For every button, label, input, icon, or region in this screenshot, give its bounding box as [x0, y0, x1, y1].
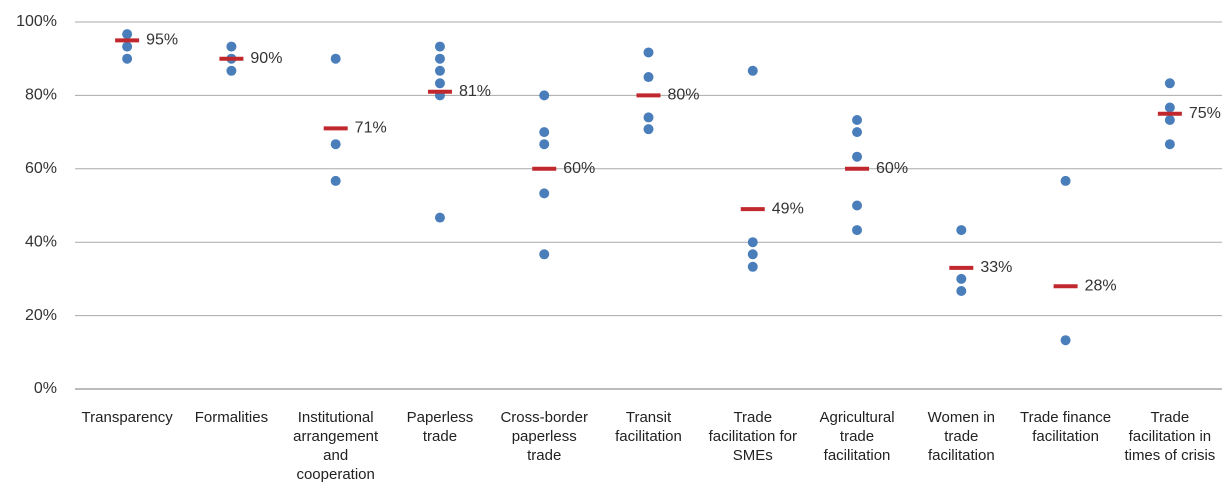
y-tick-label: 60%: [25, 160, 57, 177]
dot: [434, 212, 445, 223]
x-tick-label: Paperless trade: [406, 409, 474, 445]
dot: [852, 151, 863, 162]
average-label: 90%: [250, 50, 282, 67]
dot: [122, 29, 133, 40]
dot: [122, 53, 133, 64]
average-label: 49%: [772, 200, 804, 217]
dot: [1164, 114, 1175, 125]
dot: [226, 41, 237, 52]
dot: [1164, 78, 1175, 89]
dot: [956, 273, 967, 284]
y-tick-label: 40%: [25, 233, 57, 250]
dot: [434, 78, 445, 89]
dot: [434, 53, 445, 64]
x-tick-label: Trade facilitation in times of crisis: [1124, 409, 1216, 464]
dot: [852, 114, 863, 125]
average-label: 28%: [1085, 277, 1117, 294]
y-tick-label: 80%: [25, 87, 57, 104]
average-label: 81%: [459, 83, 491, 100]
average-label: 60%: [876, 160, 908, 177]
dot: [434, 65, 445, 76]
dot: [539, 139, 550, 150]
dot: [330, 175, 341, 186]
average-label: 95%: [146, 32, 178, 49]
x-tick-label: Institutional arrangement and cooperatio…: [293, 409, 379, 483]
dot: [122, 41, 133, 52]
x-tick-label: Cross-border paperless trade: [500, 409, 588, 464]
dot: [643, 124, 654, 135]
dot: [956, 286, 967, 297]
dot: [1164, 102, 1175, 113]
dot: [1164, 139, 1175, 150]
dot: [330, 139, 341, 150]
average-label: 60%: [563, 160, 595, 177]
average-label: 33%: [980, 259, 1012, 276]
dot: [643, 112, 654, 123]
y-tick-label: 0%: [34, 380, 57, 397]
dot: [747, 237, 758, 248]
x-tick-label: Trade facilitation for SMEs: [708, 409, 797, 464]
dot: [330, 53, 341, 64]
dot: [956, 225, 967, 236]
dot: [852, 127, 863, 138]
y-tick-label: 100%: [16, 13, 57, 30]
dot: [1060, 175, 1071, 186]
dot: [1060, 335, 1071, 346]
y-tick-label: 20%: [25, 307, 57, 324]
x-tick-label: Transparency: [81, 409, 173, 426]
x-tick-label: Women in trade facilitation: [927, 409, 995, 464]
dot: [539, 90, 550, 101]
x-tick-label: Agricultural trade facilitation: [819, 409, 895, 464]
dot: [539, 249, 550, 260]
dot: [747, 65, 758, 76]
dot: [539, 127, 550, 138]
dot: [539, 188, 550, 199]
dot: [643, 47, 654, 58]
x-tick-label: Trade finance facilitation: [1019, 409, 1112, 445]
dot: [852, 200, 863, 211]
dot: [643, 72, 654, 83]
average-label: 80%: [668, 87, 700, 104]
x-tick-label: Formalities: [194, 409, 269, 426]
dot: [747, 249, 758, 260]
dot: [226, 65, 237, 76]
average-label: 75%: [1189, 105, 1221, 122]
average-label: 71%: [355, 120, 387, 137]
dot: [852, 225, 863, 236]
dot: [747, 261, 758, 272]
x-tick-label: Transit facilitation: [615, 409, 682, 445]
dot: [434, 41, 445, 52]
